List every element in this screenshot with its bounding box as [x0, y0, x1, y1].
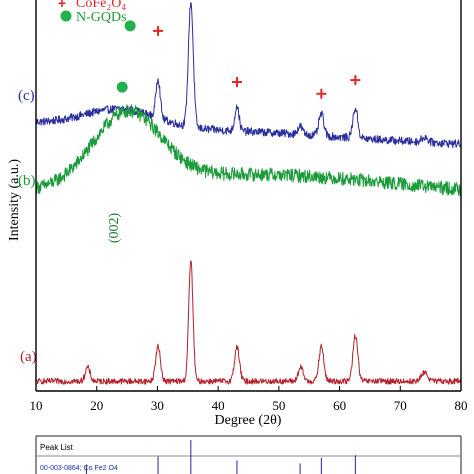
legend-entry-cofe2o4: CoFe₂O₄ [76, 0, 126, 11]
legend-circle-icon [60, 10, 72, 22]
marker-layer [116, 20, 361, 99]
ngqd-peak-marker [124, 20, 136, 32]
legend: + CoFe₂O₄ N-GQDs [58, 0, 127, 25]
cofe2o4-peak-marker [316, 88, 327, 99]
x-tick-label: 50 [272, 398, 285, 413]
y-axis-title: Intensity (a.u.) [7, 159, 22, 241]
x-tick-label: 80 [455, 398, 468, 413]
cofe2o4-peak-marker [350, 75, 361, 86]
legend-entry-ngqds: N-GQDs [76, 10, 127, 25]
series-layer [35, 2, 462, 385]
x-tick-label: 10 [30, 398, 43, 413]
x-ticks: 10 20 30 40 50 60 70 80 [30, 386, 468, 413]
curve-label-c: (c) [18, 88, 35, 104]
peak-list-sticks [85, 440, 356, 474]
series-line-a [35, 260, 462, 385]
curve-label-b: (b) [18, 173, 36, 189]
series-line-c [35, 2, 462, 148]
x-tick-label: 40 [212, 398, 225, 413]
x-tick-label: 20 [90, 398, 103, 413]
x-tick-label: 60 [333, 398, 346, 413]
peak-list-panel: Peak List 00-003-0864; Co Fe2 O4 [35, 435, 462, 474]
plane-annotation-002: (002) [107, 213, 122, 244]
peak-list-title: Peak List [40, 443, 74, 452]
curve-label-a: (a) [20, 349, 37, 365]
cofe2o4-peak-marker [231, 77, 242, 88]
series-line-b [35, 104, 462, 197]
ngqd-peak-marker [116, 81, 128, 93]
peak-list-reference: 00-003-0864; Co Fe2 O4 [40, 465, 118, 472]
cofe2o4-peak-marker [153, 25, 164, 36]
x-tick-label: 30 [151, 398, 164, 413]
x-tick-label: 70 [394, 398, 407, 413]
x-axis-title: Degree (2θ) [215, 413, 282, 428]
legend-plus-icon: + [58, 0, 66, 11]
